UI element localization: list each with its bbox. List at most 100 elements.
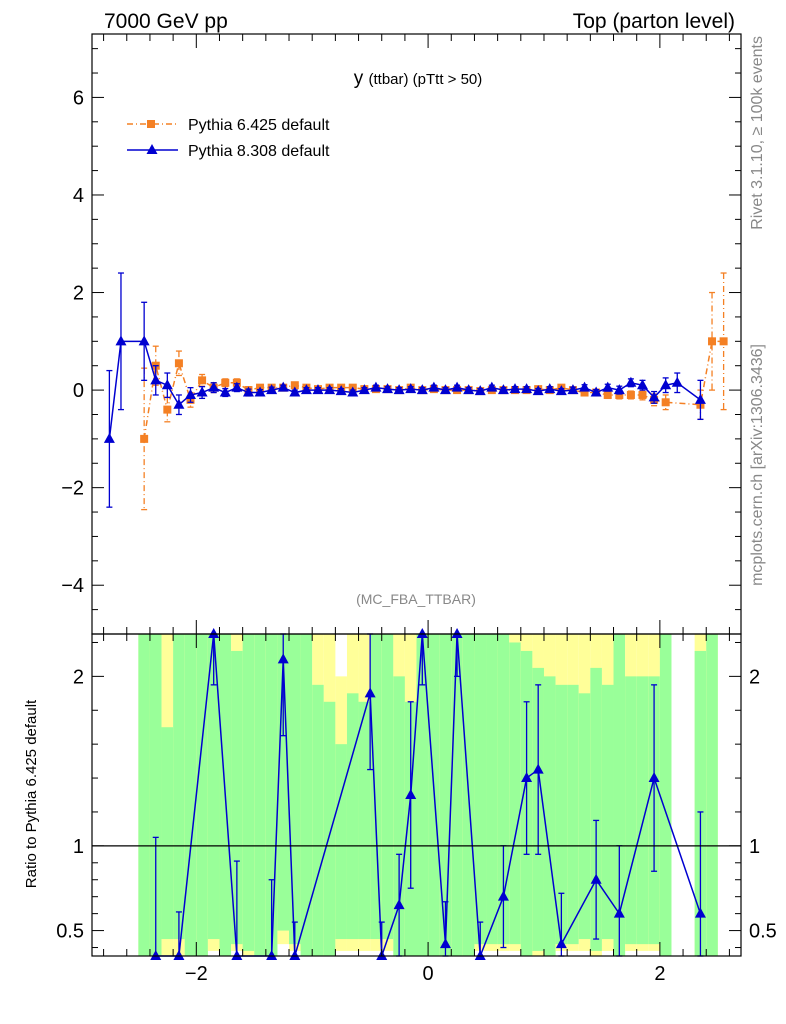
mcplots-label: mcplots.cern.ch [arXiv:1306.3436] bbox=[749, 344, 766, 586]
ratio-y-tick-label-right: 2 bbox=[749, 666, 760, 688]
band-green-bin bbox=[613, 634, 626, 956]
pythia6-point-marker bbox=[603, 390, 612, 399]
pythia6-point-marker bbox=[174, 359, 183, 368]
pythia6-point-marker bbox=[163, 405, 172, 414]
ratio-pythia8-point-marker bbox=[289, 950, 301, 960]
pythia6-point-marker bbox=[290, 381, 299, 390]
pythia8-point-marker bbox=[185, 388, 197, 399]
main-y-tick-label: 0 bbox=[73, 380, 84, 402]
pythia8-point-marker bbox=[266, 384, 278, 395]
band-green-bin bbox=[706, 634, 718, 956]
pythia8-point-marker bbox=[613, 384, 625, 395]
pythia8-point-marker bbox=[694, 393, 706, 404]
analysis-watermark: (MC_FBA_TTBAR) bbox=[356, 591, 476, 607]
pythia8-point-marker bbox=[509, 383, 521, 394]
main-y-tick-label: −2 bbox=[61, 478, 84, 500]
pythia8-point-marker bbox=[497, 384, 509, 395]
ratio-pythia8-point-marker bbox=[173, 950, 185, 960]
pythia8-point-marker bbox=[602, 381, 614, 392]
band-green-bin bbox=[555, 684, 568, 945]
header-left: 7000 GeV pp bbox=[104, 10, 228, 33]
axes: −4 −2 0 2 4 6 0.5 0.5 1 1 2 2 −2 0 2 bbox=[56, 33, 777, 985]
band-green-bin bbox=[265, 634, 278, 956]
pythia6-point-marker bbox=[615, 390, 624, 399]
legend-entry-pythia8: Pythia 8.308 default bbox=[127, 143, 330, 160]
pythia8-point-marker bbox=[347, 386, 359, 397]
pythia8-point-marker bbox=[416, 384, 428, 395]
pythia8-point-marker bbox=[428, 381, 440, 392]
band-green-bin bbox=[184, 634, 197, 956]
pythia8-point-marker bbox=[671, 376, 683, 387]
ratio-pythia8-point-marker bbox=[208, 628, 220, 638]
legend-marker-pythia8 bbox=[146, 144, 158, 154]
pythia8-point-marker bbox=[289, 386, 301, 397]
ratio-pythia8-point-marker bbox=[451, 628, 463, 638]
band-green-bin bbox=[659, 634, 672, 956]
pythia6-point-marker bbox=[661, 398, 670, 407]
band-green-bin bbox=[300, 634, 313, 956]
pythia8-point-marker bbox=[532, 385, 544, 396]
pythia8-point-marker bbox=[277, 381, 289, 392]
main-y-tick-label: 4 bbox=[73, 185, 84, 207]
pythia8-point-marker bbox=[439, 384, 451, 395]
pythia8-point-marker bbox=[103, 432, 115, 443]
pythia8-point-marker bbox=[242, 386, 254, 397]
ratio-pythia8-point-marker bbox=[405, 789, 417, 799]
main-y-tick-label: 6 bbox=[73, 87, 84, 109]
ratio-pythia8-point-marker bbox=[532, 763, 544, 774]
band-green-bin bbox=[416, 634, 429, 956]
band-green-bin bbox=[451, 634, 463, 956]
band-green-bin bbox=[509, 642, 521, 945]
band-green-bin bbox=[231, 650, 243, 945]
ratio-pythia8-point-marker bbox=[150, 950, 162, 960]
ratio-pythia8-point-marker bbox=[277, 653, 289, 664]
plot-title-sub: (ttbar) (pTtt > 50) bbox=[368, 71, 482, 88]
ratio-pythia8-point-marker bbox=[231, 950, 243, 960]
ratio-y-tick-label-right: 0.5 bbox=[749, 921, 777, 943]
band-green-bin bbox=[196, 634, 208, 956]
band-green-bin bbox=[578, 693, 591, 940]
band-green-bin bbox=[242, 634, 255, 951]
pythia8-point-marker bbox=[636, 379, 648, 390]
pythia8-point-marker bbox=[393, 384, 405, 395]
ratio-pythia8-point-marker bbox=[497, 890, 509, 901]
pythia8-point-marker bbox=[486, 381, 498, 392]
pythia6-point-marker bbox=[140, 434, 149, 443]
ratio-y-axis-label: Ratio to Pythia 6.425 default bbox=[23, 699, 40, 888]
legend-entry-pythia6: Pythia 6.425 default bbox=[127, 117, 330, 134]
band-green-bin bbox=[393, 676, 405, 956]
ratio-frame bbox=[91, 633, 742, 957]
main-y-tick-label: −4 bbox=[61, 575, 84, 597]
plot-title: y (ttbar) (pTtt > 50) bbox=[354, 68, 483, 89]
band-green-bin bbox=[370, 634, 382, 940]
band-green-bin bbox=[161, 727, 174, 940]
pythia8-point-marker bbox=[521, 383, 533, 394]
rivet-label: Rivet 3.1.10, ≥ 100k events bbox=[749, 36, 766, 230]
ratio-pythia8-point-marker bbox=[590, 873, 602, 884]
band-green-bin bbox=[625, 676, 637, 945]
pythia8-point-marker bbox=[463, 384, 475, 395]
legend-marker-pythia6 bbox=[147, 120, 155, 128]
pythia8-point-marker bbox=[625, 376, 637, 387]
pythia8-point-marker bbox=[312, 384, 324, 395]
band-green-bin bbox=[335, 744, 347, 940]
pythia6-point-marker bbox=[638, 390, 647, 399]
pythia6-point-marker bbox=[626, 390, 635, 399]
pythia8-point-marker bbox=[161, 379, 173, 390]
ratio-pythia8-point-marker bbox=[364, 687, 376, 698]
ratio-y-tick-label-left: 2 bbox=[73, 666, 84, 688]
band-green-bin bbox=[323, 701, 336, 956]
ratio-pythia8-point-marker bbox=[694, 907, 706, 918]
ratio-pythia8-point-marker bbox=[416, 628, 428, 638]
pythia6-point-marker bbox=[198, 376, 207, 385]
pythia8-point-marker bbox=[660, 379, 672, 390]
band-green-bin bbox=[543, 676, 556, 956]
band-green-bin bbox=[346, 693, 359, 940]
band-green-bin bbox=[439, 634, 452, 956]
legend-label-pythia8: Pythia 8.308 default bbox=[188, 143, 330, 160]
legend-label-pythia6: Pythia 6.425 default bbox=[188, 117, 330, 134]
pythia8-point-marker bbox=[115, 335, 127, 346]
pythia8-point-marker bbox=[300, 384, 312, 395]
pythia8-point-marker bbox=[150, 374, 162, 385]
